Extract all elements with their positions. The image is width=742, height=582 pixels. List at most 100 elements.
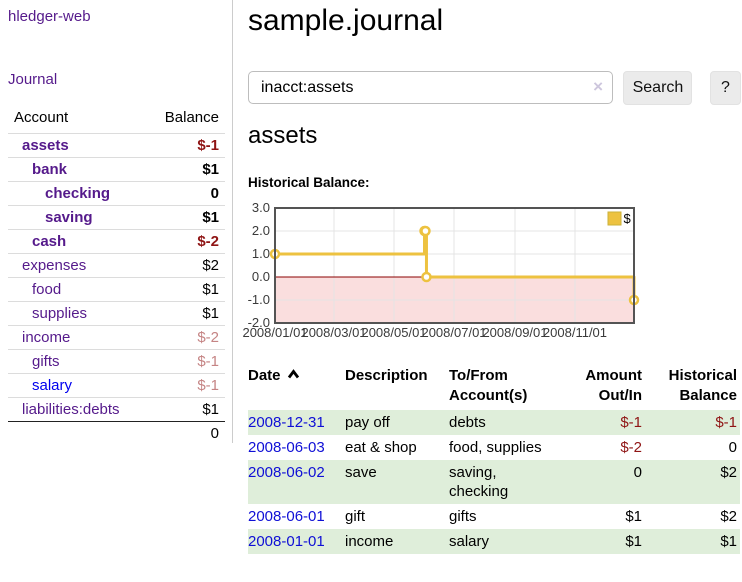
account-link-saving[interactable]: saving [45, 209, 93, 226]
clear-search-icon[interactable]: × [593, 77, 603, 96]
account-link-bank[interactable]: bank [32, 161, 68, 178]
transaction-accounts: debts [449, 414, 486, 431]
svg-text:2.0: 2.0 [252, 223, 270, 238]
account-row-gifts: gifts $-1 [8, 349, 225, 374]
account-row-assets: assets $-1 [8, 133, 225, 158]
account-balance: $-1 [145, 133, 225, 158]
svg-text:2008/07/01: 2008/07/01 [421, 325, 486, 340]
sort-ascending-icon [287, 366, 300, 386]
account-link-expenses[interactable]: expenses [22, 257, 87, 274]
transaction-amount: 0 [633, 464, 642, 481]
brand-link[interactable]: hledger-web [8, 8, 91, 25]
account-row-food: food $1 [8, 277, 225, 302]
transaction-balance: $2 [720, 508, 737, 525]
account-balance: $-1 [145, 349, 225, 374]
transaction-accounts: gifts [449, 508, 477, 525]
account-row-bank: bank $1 [8, 157, 225, 182]
chart-canvas: $3.0 2.0 1.0 0.0 -1.0 -2.02008/01/012008/03/0… [242, 200, 640, 340]
svg-text:2008/01/01: 2008/01/01 [242, 325, 307, 340]
account-link-checking[interactable]: checking [45, 185, 111, 202]
svg-text:2008/11/01: 2008/11/01 [543, 325, 607, 340]
account-balance: $2 [145, 253, 225, 278]
transaction-amount: $1 [625, 533, 642, 550]
account-link-supplies[interactable]: supplies [32, 305, 88, 322]
svg-text:$: $ [624, 211, 632, 226]
account-row-checking: checking 0 [8, 181, 225, 206]
search-input[interactable] [248, 71, 613, 104]
sidebar: hledger-web Journal Account Balance asse… [0, 0, 233, 445]
svg-text:1.0: 1.0 [252, 246, 270, 261]
register-row: 2008-06-01 gift gifts $1 $2 [248, 504, 740, 529]
accounts-header-row: Account Balance [8, 106, 225, 134]
svg-text:0.0: 0.0 [252, 269, 270, 284]
account-balance: $1 [145, 301, 225, 326]
register-header-date-label: Date [248, 367, 281, 384]
transaction-date-link[interactable]: 2008-12-31 [248, 414, 325, 431]
search-button[interactable]: Search [623, 71, 693, 105]
account-balance: $1 [145, 205, 225, 230]
transaction-description: gift [345, 508, 366, 525]
account-link-salary[interactable]: salary [32, 377, 73, 394]
transaction-accounts: salary [449, 533, 490, 550]
accounts-total-value: 0 [145, 421, 225, 445]
account-balance: $-1 [145, 373, 225, 398]
nav-journal-link[interactable]: Journal [8, 71, 58, 88]
account-link-food[interactable]: food [32, 281, 62, 298]
transaction-balance: $-1 [715, 414, 737, 431]
transaction-description: pay off [345, 414, 390, 431]
register-row: 2008-06-02 save saving, checking 0 $2 [248, 460, 740, 504]
accounts-header-account: Account [14, 109, 69, 126]
svg-text:-2.0: -2.0 [248, 315, 270, 330]
transaction-accounts: saving, checking [449, 464, 509, 500]
transaction-balance: $2 [720, 464, 737, 481]
account-row-liabilities-debts: liabilities:debts $1 [8, 397, 225, 422]
help-button[interactable]: ? [709, 71, 741, 105]
account-balance: $1 [145, 397, 225, 422]
account-row-saving: saving $1 [8, 205, 225, 230]
transaction-description: save [345, 464, 377, 481]
account-balance: $1 [145, 277, 225, 302]
account-balance: $1 [145, 157, 225, 182]
account-link-income[interactable]: income [22, 329, 71, 346]
transaction-amount: $-2 [620, 439, 642, 456]
account-balance: 0 [145, 181, 225, 206]
account-link-assets[interactable]: assets [22, 137, 69, 154]
account-row-income: income $-2 [8, 325, 225, 350]
account-row-salary: salary $-1 [8, 373, 225, 398]
account-balance: $-2 [145, 325, 225, 350]
register-header-balance: Historical Balance [668, 367, 737, 404]
register-header-date: Date [248, 363, 345, 410]
svg-text:-1.0: -1.0 [248, 292, 270, 307]
register-header-row: Date Description To/From Account(s) Amou… [248, 363, 740, 410]
account-balance: $-2 [145, 229, 225, 254]
account-row-supplies: supplies $1 [8, 301, 225, 326]
register-row: 2008-06-03 eat & shop food, supplies $-2… [248, 435, 740, 460]
historical-balance-label: Historical Balance: [248, 175, 370, 190]
account-link-liabilities-debts[interactable]: liabilities:debts [22, 401, 120, 418]
historical-balance-chart: $3.0 2.0 1.0 0.0 -1.0 -2.0 2008/01/01 2008/03/0… [242, 200, 640, 344]
transaction-date-link[interactable]: 2008-06-02 [248, 464, 325, 481]
register-table: Date Description To/From Account(s) Amou… [248, 363, 740, 554]
svg-text:3.0: 3.0 [252, 200, 270, 215]
search-bar: × Search ? [248, 71, 741, 105]
transaction-amount: $-1 [620, 414, 642, 431]
svg-text:2008/03/01: 2008/03/01 [301, 325, 366, 340]
register-header-description: Description [345, 367, 428, 384]
accounts-total-row: 0 [8, 421, 225, 445]
transaction-description: income [345, 533, 394, 550]
page-title: sample.journal [248, 4, 444, 37]
account-row-cash: cash $-2 [8, 229, 225, 254]
register-header-amount: Amount Out/In [585, 367, 642, 404]
transaction-date-link[interactable]: 2008-06-01 [248, 508, 325, 525]
transaction-amount: $1 [625, 508, 642, 525]
transaction-description: eat & shop [345, 439, 417, 456]
register-row: 2008-12-31 pay off debts $-1 $-1 [248, 410, 740, 435]
account-row-expenses: expenses $2 [8, 253, 225, 278]
accounts-header-balance: Balance [164, 109, 219, 126]
account-link-cash[interactable]: cash [32, 233, 67, 250]
register-header-accounts: To/From Account(s) [449, 367, 528, 404]
transaction-date-link[interactable]: 2008-01-01 [248, 533, 325, 550]
accounts-table: Account Balance assets $-1 bank $1 check… [8, 106, 225, 445]
account-link-gifts[interactable]: gifts [32, 353, 60, 370]
transaction-date-link[interactable]: 2008-06-03 [248, 439, 325, 456]
